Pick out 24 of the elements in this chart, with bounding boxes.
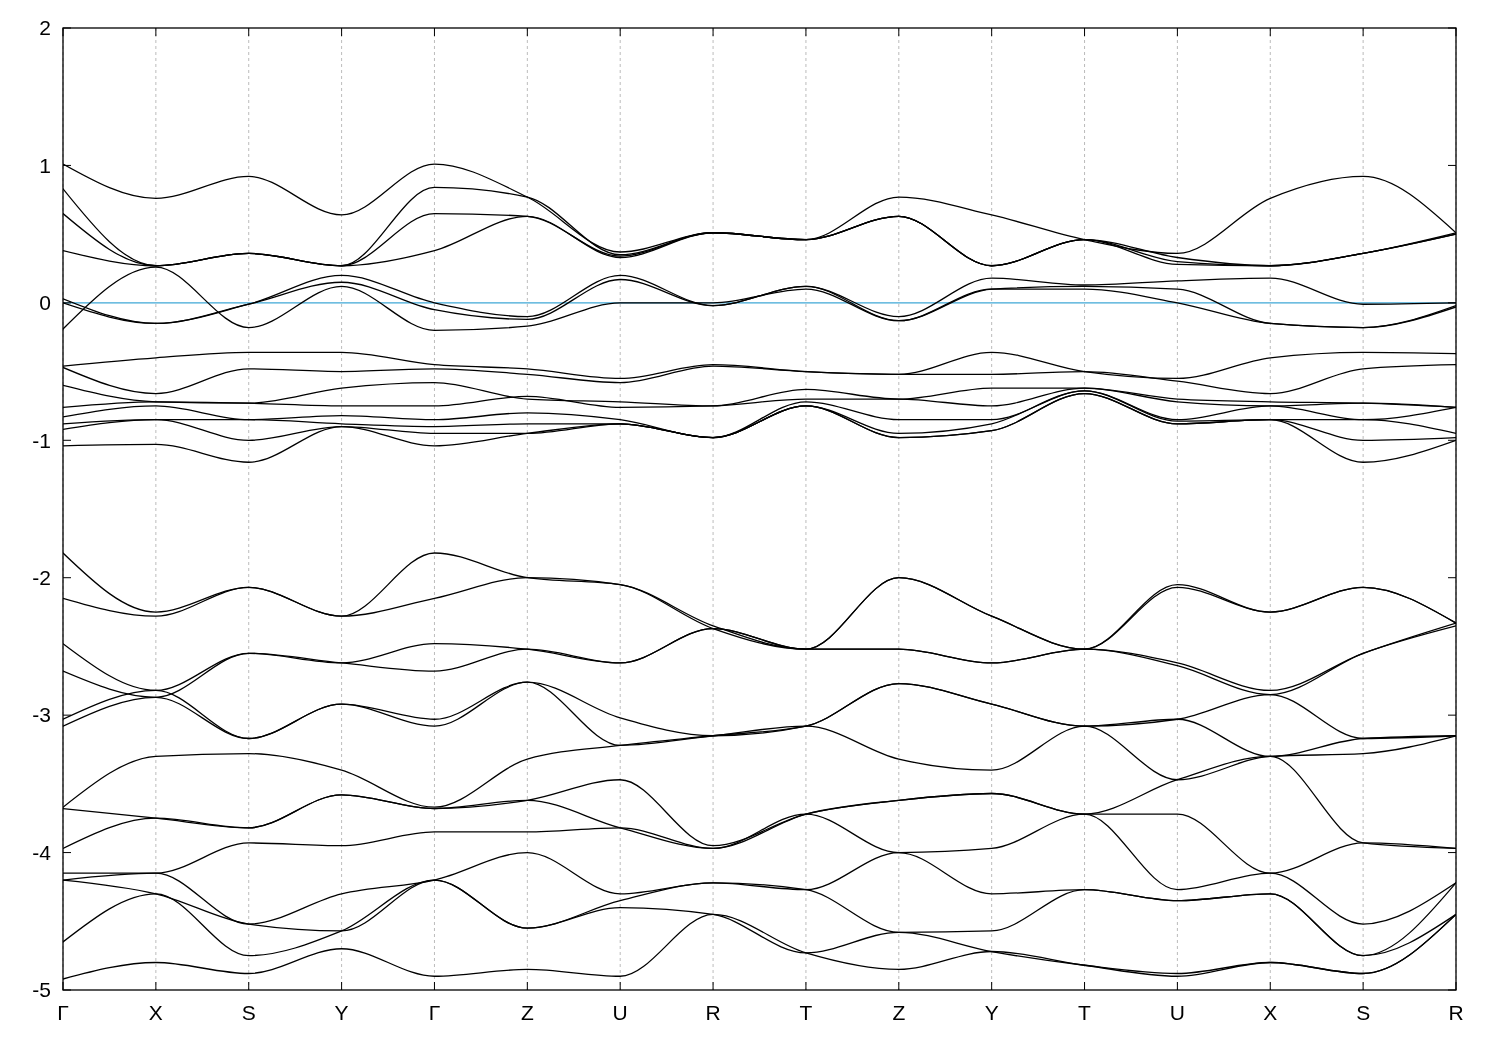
x-tick-label: S (1356, 1001, 1371, 1024)
x-tick-label: S (241, 1001, 256, 1024)
y-tick-label: 0 (39, 291, 51, 315)
x-tick-label: Y (984, 1001, 999, 1024)
x-tick-label: R (1448, 1001, 1464, 1024)
y-tick-label: 1 (39, 153, 51, 177)
x-tick-label: Y (334, 1001, 349, 1024)
x-tick-label: X (148, 1001, 163, 1024)
x-tick-label: U (612, 1001, 628, 1024)
x-tick-label: Γ (428, 1001, 441, 1024)
y-tick-label: -3 (32, 703, 51, 727)
y-tick-label: -1 (32, 428, 51, 452)
x-tick-label: X (1263, 1001, 1278, 1024)
y-tick-label: -4 (32, 840, 52, 864)
x-tick-label: R (705, 1001, 721, 1024)
x-tick-label: Γ (57, 1001, 69, 1024)
x-tick-label: Z (892, 1001, 906, 1024)
x-tick-label: U (1169, 1001, 1185, 1024)
x-tick-label: T (799, 1001, 813, 1024)
y-tick-label: -2 (32, 566, 51, 590)
y-tick-label: -5 (32, 978, 51, 1002)
x-tick-label: Z (520, 1001, 534, 1024)
y-tick-label: 2 (39, 16, 51, 40)
x-tick-label: T (1078, 1001, 1092, 1024)
